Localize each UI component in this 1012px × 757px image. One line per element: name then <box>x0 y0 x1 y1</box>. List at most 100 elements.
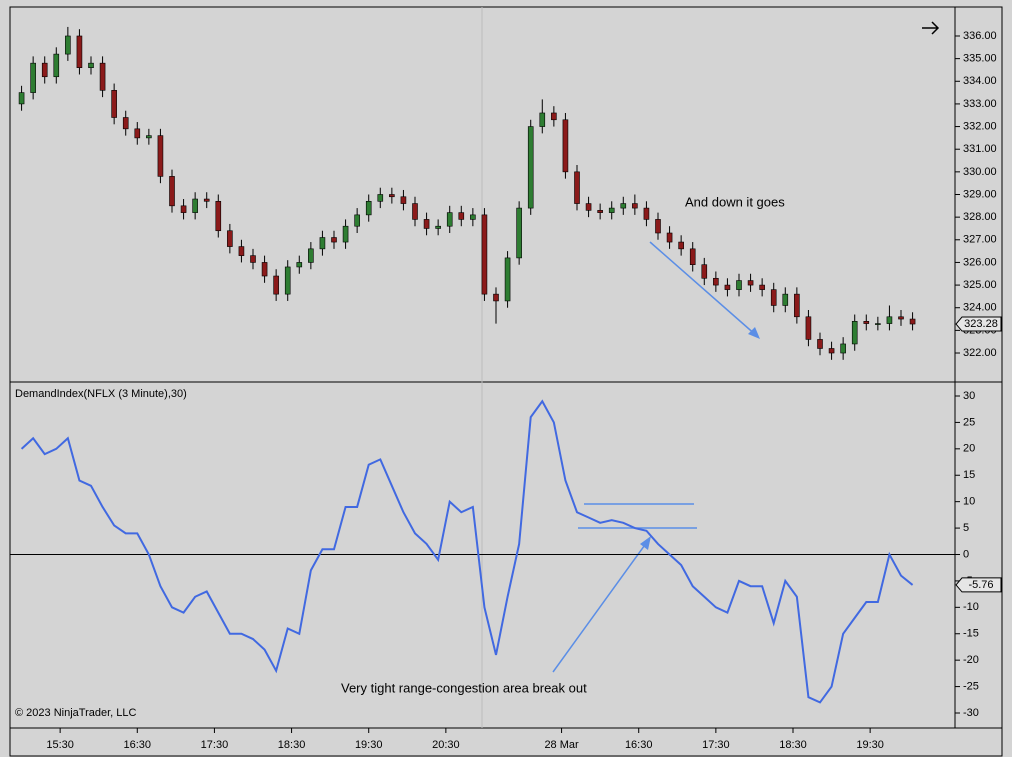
annotation: Very tight range-congestion area break o… <box>341 680 587 695</box>
candle-body <box>122 117 129 130</box>
candle-body <box>759 284 765 290</box>
candle-body <box>157 135 164 177</box>
candle-body <box>308 248 314 263</box>
y-tick-label: 326.00 <box>963 256 997 268</box>
candle-body <box>527 126 534 209</box>
candle-body <box>192 198 198 213</box>
candle-body <box>643 207 650 220</box>
candle-body <box>458 212 465 220</box>
y-tick-label: 336.00 <box>963 30 997 42</box>
candle-body <box>805 316 812 340</box>
candle-body <box>608 207 615 213</box>
scroll-arrow[interactable] <box>922 21 940 35</box>
candle-body <box>88 62 94 68</box>
x-tick-label: 18:30 <box>278 739 306 751</box>
x-tick-label: 19:30 <box>355 739 383 751</box>
candle-body <box>632 203 638 209</box>
candle-body <box>516 207 522 259</box>
candle-body <box>331 237 337 243</box>
candle-body <box>585 203 592 211</box>
candle-body <box>354 214 360 227</box>
candle-body <box>18 92 25 105</box>
candle-body <box>319 237 326 250</box>
candle-body <box>215 200 222 232</box>
candle-body <box>365 200 372 216</box>
last-value-label: 323.28 <box>964 318 998 330</box>
candle-body <box>828 348 835 354</box>
candle-body <box>689 248 696 265</box>
y-tick-label: 331.00 <box>963 143 997 155</box>
candle-body <box>666 232 673 243</box>
y-tick-label: 333.00 <box>963 98 997 110</box>
candle-body <box>53 53 60 78</box>
y-tick-label: 15 <box>963 469 975 481</box>
candle-body <box>389 194 395 198</box>
candle-body <box>782 293 789 306</box>
candle-body <box>724 284 731 290</box>
annotation: And down it goes <box>685 194 785 209</box>
copyright: © 2023 NinjaTrader, LLC <box>15 707 136 719</box>
candle-body <box>435 225 441 229</box>
candle-body <box>146 135 152 139</box>
y-tick-label: 332.00 <box>963 120 997 132</box>
y-tick-label: -25 <box>963 680 979 692</box>
x-tick-label: 16:30 <box>625 739 653 751</box>
candle-body <box>875 323 881 325</box>
candle-body <box>493 293 499 302</box>
y-tick-label: 334.00 <box>963 75 997 87</box>
candle-body <box>261 262 268 277</box>
candle-body <box>284 266 291 295</box>
candle-body <box>817 339 823 349</box>
y-tick-label: 329.00 <box>963 188 997 200</box>
annotation-arrow <box>552 541 648 673</box>
candle-body <box>180 205 187 213</box>
candle-body <box>747 280 754 286</box>
candle-body <box>99 62 106 91</box>
candle-body <box>41 62 48 78</box>
arrow-head <box>748 327 760 339</box>
candle-body <box>909 318 916 325</box>
candle-body <box>851 321 858 345</box>
x-tick-label: 15:30 <box>46 739 74 751</box>
candle-body <box>597 210 603 213</box>
candle-body <box>886 316 893 324</box>
candle-body <box>770 289 777 306</box>
y-tick-label: 324.00 <box>963 302 997 314</box>
indicator-line <box>20 399 914 704</box>
candle-body <box>481 214 488 295</box>
arrow-head <box>640 536 651 550</box>
candle-body <box>238 246 245 256</box>
x-tick-label: 17:30 <box>702 739 730 751</box>
x-tick-label: 19:30 <box>856 739 884 751</box>
candle-body <box>65 35 71 55</box>
y-tick-label: -15 <box>963 628 979 640</box>
candle-body <box>551 112 557 121</box>
y-tick-label: 330.00 <box>963 166 997 178</box>
candle-body <box>840 343 846 354</box>
x-tick-label: 28 Mar <box>544 739 579 751</box>
candle-body <box>250 255 256 263</box>
candle-body <box>273 275 279 295</box>
candle-body <box>504 257 511 302</box>
y-tick-label: 25 <box>963 416 975 428</box>
candle-body <box>678 241 684 250</box>
last-value-marker <box>955 577 1002 593</box>
candle-body <box>169 176 175 207</box>
candle-body <box>713 277 719 286</box>
y-tick-label: 30 <box>963 390 975 402</box>
candle-body <box>620 203 627 209</box>
candle-body <box>574 171 580 204</box>
candle-body <box>446 212 453 227</box>
y-tick-label: 325.00 <box>963 279 997 291</box>
candle-body <box>227 230 233 247</box>
candle-body <box>203 198 210 202</box>
candle-body <box>400 196 407 204</box>
y-tick-label: 5 <box>963 522 969 534</box>
y-tick-label: -10 <box>963 601 979 613</box>
x-tick-label: 17:30 <box>201 739 229 751</box>
y-tick-label: 322.00 <box>963 347 997 359</box>
candle-body <box>423 219 430 229</box>
x-tick-label: 18:30 <box>779 739 807 751</box>
